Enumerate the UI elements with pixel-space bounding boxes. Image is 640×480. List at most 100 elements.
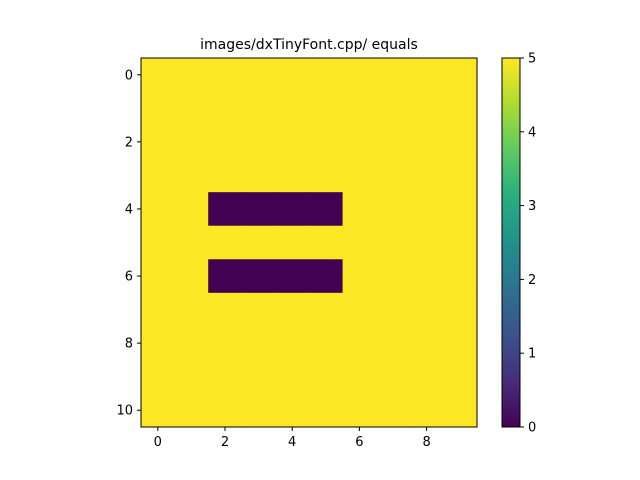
heatmap-cell <box>409 259 444 294</box>
heatmap-cell <box>309 58 344 93</box>
heatmap-cell <box>409 192 444 227</box>
heatmap-cell <box>342 359 377 395</box>
heatmap-cell <box>208 225 243 260</box>
heatmap-cell <box>141 326 176 361</box>
heatmap-cell <box>342 225 377 260</box>
heatmap-cell <box>141 58 176 93</box>
heatmap-cell <box>174 292 209 327</box>
heatmap-cell <box>309 326 344 361</box>
heatmap-cell <box>376 58 411 93</box>
heatmap-cell <box>409 292 444 327</box>
heatmap-cell <box>275 125 310 160</box>
heatmap-cell <box>208 259 243 294</box>
heatmap-cell <box>275 393 310 428</box>
y-tick-label: 4 <box>125 202 133 217</box>
heatmap-cell <box>174 326 209 361</box>
colorbar-tick-label: 3 <box>528 199 536 214</box>
heatmap-cell <box>342 393 377 428</box>
heatmap-cell <box>376 125 411 160</box>
heatmap-cell <box>342 125 377 160</box>
heatmap-cell <box>141 91 176 126</box>
heatmap-cell <box>409 393 444 428</box>
heatmap-cell <box>241 259 276 294</box>
heatmap-cell <box>174 225 209 260</box>
heatmap-cell <box>409 326 444 361</box>
heatmap-cell <box>443 326 478 361</box>
heatmap-cell <box>275 192 310 227</box>
y-tick-label: 2 <box>125 135 133 150</box>
heatmap-cell <box>376 225 411 260</box>
x-tick-label: 4 <box>288 435 296 450</box>
heatmap-cell <box>174 393 209 428</box>
y-tick-label: 0 <box>125 68 133 83</box>
heatmap-cell <box>309 158 344 193</box>
heatmap-cell <box>241 359 276 395</box>
heatmap-cell <box>342 91 377 126</box>
heatmap-cell <box>376 192 411 227</box>
heatmap-cell <box>275 58 310 93</box>
heatmap-cell <box>376 326 411 361</box>
heatmap-cell <box>275 158 310 193</box>
y-tick-label: 6 <box>125 270 133 285</box>
heatmap-cell <box>409 158 444 193</box>
heatmap-cell <box>443 125 478 160</box>
heatmap-cell <box>208 359 243 395</box>
heatmap-cell <box>141 259 176 294</box>
heatmap-cell <box>309 292 344 327</box>
heatmap-cell <box>174 158 209 193</box>
heatmap-cell <box>174 91 209 126</box>
heatmap-cell <box>241 91 276 126</box>
heatmap-cell <box>443 292 478 327</box>
heatmap-cell <box>141 393 176 428</box>
x-axis: 0 2 4 6 8 <box>154 427 431 450</box>
y-tick-label: 10 <box>116 404 133 419</box>
heatmap-cell <box>174 359 209 395</box>
heatmap-cell <box>275 91 310 126</box>
heatmap-cell <box>309 225 344 260</box>
heatmap-cell <box>342 259 377 294</box>
heatmap-cell <box>342 292 377 327</box>
colorbar-tick-label: 2 <box>528 273 536 288</box>
y-axis: 0 2 4 6 8 10 <box>116 68 141 419</box>
heatmap-cell <box>174 58 209 93</box>
heatmap-cell <box>443 58 478 93</box>
heatmap-cell <box>208 158 243 193</box>
heatmap-cell <box>409 125 444 160</box>
heatmap-cell <box>443 158 478 193</box>
heatmap-cell <box>208 393 243 428</box>
heatmap-cell <box>141 125 176 160</box>
x-tick-label: 8 <box>422 435 430 450</box>
heatmap-cell <box>208 125 243 160</box>
chart-title: images/dxTinyFont.cpp/ equals <box>200 37 418 53</box>
heatmap-cell <box>443 359 478 395</box>
heatmap-cell <box>443 393 478 428</box>
heatmap-cell <box>141 158 176 193</box>
plot-frame <box>140 57 478 428</box>
heatmap-cell <box>443 192 478 227</box>
colorbar-tick-label: 4 <box>528 125 536 140</box>
heatmap-cell <box>275 225 310 260</box>
heatmap-cell <box>342 158 377 193</box>
heatmap-cell <box>141 359 176 395</box>
heatmap-cell <box>342 326 377 361</box>
colorbar <box>501 57 521 428</box>
heatmap-cell <box>342 58 377 93</box>
x-tick-label: 2 <box>221 435 229 450</box>
heatmap-cell <box>443 259 478 294</box>
heatmap-cell <box>141 292 176 327</box>
colorbar-axis: 0 1 2 3 4 5 <box>520 52 536 436</box>
heatmap-cell <box>309 125 344 160</box>
heatmap-cell <box>275 359 310 395</box>
heatmap-cell <box>241 125 276 160</box>
heatmap-cell <box>141 192 176 227</box>
heatmap-cell <box>409 58 444 93</box>
heatmap-cell <box>309 91 344 126</box>
colorbar-tick-label: 1 <box>528 347 536 362</box>
heatmap-cell <box>376 259 411 294</box>
heatmap-cell <box>409 91 444 126</box>
heatmap-cell <box>174 259 209 294</box>
heatmap-cell <box>376 292 411 327</box>
heatmap-cell <box>241 58 276 93</box>
heatmap-cell <box>309 359 344 395</box>
